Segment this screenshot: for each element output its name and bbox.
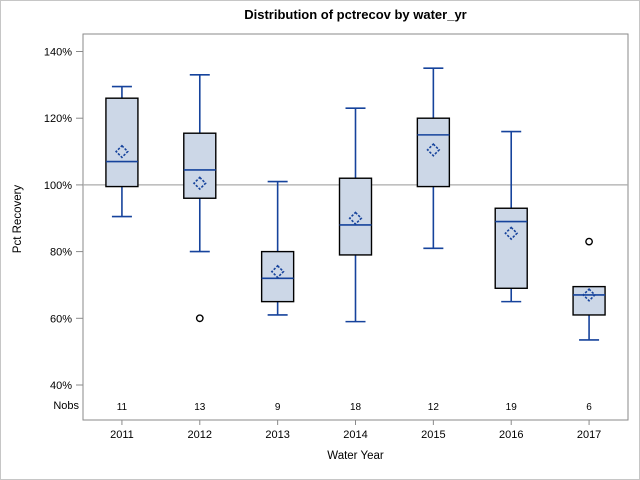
box-2015 — [416, 117, 451, 188]
box-2012 — [183, 132, 217, 199]
outlier-point — [195, 314, 204, 323]
y-tick-label: 80% — [50, 247, 72, 259]
x-tick-label: 2016 — [499, 429, 523, 441]
chart-title: Distribution of pctrecov by water_yr — [244, 7, 467, 22]
y-tick-label: 60% — [50, 313, 72, 325]
nobs-row-label: Nobs — [53, 400, 79, 412]
y-tick-label: 40% — [50, 380, 72, 392]
x-tick-label: 2017 — [577, 429, 601, 441]
mean-diamond — [270, 264, 285, 279]
box-2011 — [105, 97, 139, 188]
mean-diamond — [582, 288, 597, 302]
nobs-value: 6 — [586, 402, 592, 413]
x-axis-label: Water Year — [327, 450, 384, 462]
mean-diamond — [348, 211, 363, 226]
nobs-value: 19 — [506, 402, 518, 413]
x-tick-label: 2013 — [265, 429, 289, 441]
x-tick-label: 2014 — [343, 429, 367, 441]
x-tick-label: 2012 — [188, 429, 212, 441]
mean-diamond — [192, 176, 207, 191]
y-tick-label: 120% — [44, 113, 72, 125]
box-2016 — [494, 207, 528, 289]
nobs-value: 18 — [350, 402, 362, 413]
y-tick-label: 100% — [44, 180, 72, 192]
x-tick-label: 2011 — [110, 429, 134, 441]
nobs-value: 11 — [117, 402, 128, 413]
box-2014 — [338, 177, 373, 256]
nobs-value: 9 — [275, 402, 281, 413]
x-tick-label: 2015 — [421, 429, 445, 441]
mean-diamond — [504, 226, 519, 241]
nobs-value: 13 — [194, 402, 206, 413]
mean-diamond — [426, 142, 441, 157]
nobs-value: 12 — [428, 402, 440, 413]
mean-diamond — [114, 144, 129, 159]
outlier-point — [585, 237, 593, 246]
y-tick-label: 140% — [44, 47, 72, 59]
